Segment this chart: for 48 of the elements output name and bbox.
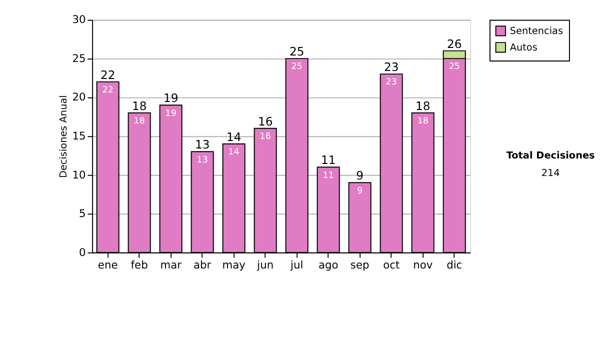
data-label: 16: [260, 132, 271, 142]
y-tick-label: 0: [79, 246, 86, 259]
x-tick-label: ene: [98, 258, 118, 272]
x-tick-label: nov: [413, 258, 433, 272]
total-label: 16: [258, 114, 273, 128]
x-tick-label: dic: [446, 258, 462, 272]
total-label: 23: [384, 60, 399, 74]
data-label: 9: [357, 186, 363, 196]
total-label: 18: [132, 98, 147, 113]
data-label: 23: [386, 78, 397, 88]
x-tick-label: may: [222, 258, 246, 272]
total-label: 9: [356, 168, 364, 183]
x-tick-label: jul: [290, 258, 304, 272]
y-tick-label: 20: [72, 90, 86, 104]
legend-label: Autos: [510, 42, 538, 54]
data-label: 14: [228, 148, 240, 158]
data-label: 25: [448, 62, 460, 72]
y-tick-label: 5: [79, 207, 86, 220]
total-label: 14: [226, 130, 242, 144]
y-tick-label: 30: [72, 13, 86, 26]
data-label: 25: [291, 62, 302, 72]
text: 214: [541, 168, 560, 179]
data-label: 18: [417, 116, 428, 127]
total-label: 18: [415, 98, 430, 113]
text: Total Decisiones: [506, 150, 596, 162]
x-tick-label: sep: [350, 258, 370, 272]
y-tick-label: 25: [72, 52, 86, 65]
x-tick-label: abr: [194, 258, 212, 272]
data-label: 18: [134, 116, 145, 127]
total-label: 25: [289, 44, 304, 59]
x-tick-label: jun: [256, 258, 274, 272]
total-label: 22: [100, 68, 116, 82]
y-axis-title: Decisiones Anual: [58, 95, 70, 178]
x-tick-label: mar: [160, 258, 182, 272]
total-label: 26: [446, 36, 462, 51]
x-tick-label: oct: [383, 258, 400, 272]
total-label: 11: [320, 153, 336, 168]
x-tick-label: ago: [318, 258, 338, 272]
data-label: 19: [165, 108, 176, 119]
total-label: 19: [163, 91, 178, 106]
y-tick-label: 15: [72, 130, 86, 142]
y-tick-label: 10: [72, 168, 86, 182]
data-label: 22: [102, 85, 114, 96]
data-label: 13: [196, 155, 208, 166]
legend-label: Sentencias: [510, 26, 564, 37]
data-label: 11: [322, 170, 334, 181]
total-label: 13: [194, 138, 210, 152]
x-tick-label: feb: [130, 258, 148, 272]
